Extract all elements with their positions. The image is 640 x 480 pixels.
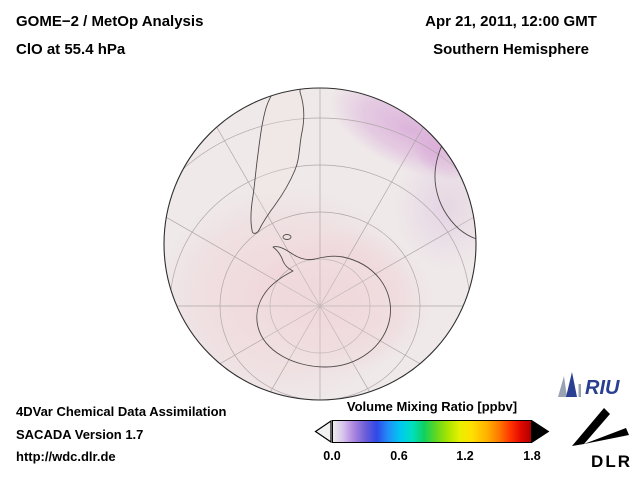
dlr-logo: DLR <box>566 404 634 474</box>
header-right: Apr 21, 2011, 12:00 GMT Southern Hemisph… <box>392 8 630 64</box>
colorbar-gradient <box>332 420 532 443</box>
credit-line-2: SACADA Version 1.7 <box>16 426 144 442</box>
riu-spire-gray-icon <box>558 376 567 397</box>
riu-logo-text: RIU <box>585 377 620 399</box>
riu-logo: RIU <box>556 370 634 400</box>
colorbar-tick: 1.2 <box>456 449 474 463</box>
header-left: GOME−2 / MetOp Analysis ClO at 55.4 hPa <box>16 8 203 64</box>
colorbar-right-arrow-icon <box>532 420 550 443</box>
coastline-south-america <box>250 88 305 234</box>
globe-limb <box>163 87 477 401</box>
coastline-antarctica <box>256 246 391 368</box>
credit-line-1: 4DVar Chemical Data Assimilation <box>16 404 227 419</box>
figure-datetime: Apr 21, 2011, 12:00 GMT <box>425 13 597 30</box>
footer-credits: 4DVar Chemical Data Assimilation SACADA … <box>16 401 227 469</box>
credit-url: http://wdc.dlr.de <box>16 449 116 464</box>
coastline-island <box>282 234 292 240</box>
colorbar-tick: 0.6 <box>390 449 408 463</box>
figure-region: Southern Hemisphere <box>433 41 589 58</box>
colorbar-tick: 0.0 <box>323 449 341 463</box>
dlr-logo-text: DLR <box>591 452 632 471</box>
colorbar-left-arrow-icon <box>314 420 332 443</box>
colorbar-title: Volume Mixing Ratio [ppbv] <box>346 399 518 414</box>
colorbar-tick: 1.8 <box>523 449 541 463</box>
figure-title: GOME−2 / MetOp Analysis <box>16 13 204 30</box>
figure-subtitle: ClO at 55.4 hPa <box>16 41 126 58</box>
graticule <box>164 88 476 400</box>
dlr-emblem-icon <box>572 408 629 446</box>
riu-bar-icon <box>578 384 581 397</box>
riu-spire-blue-icon <box>566 372 577 397</box>
